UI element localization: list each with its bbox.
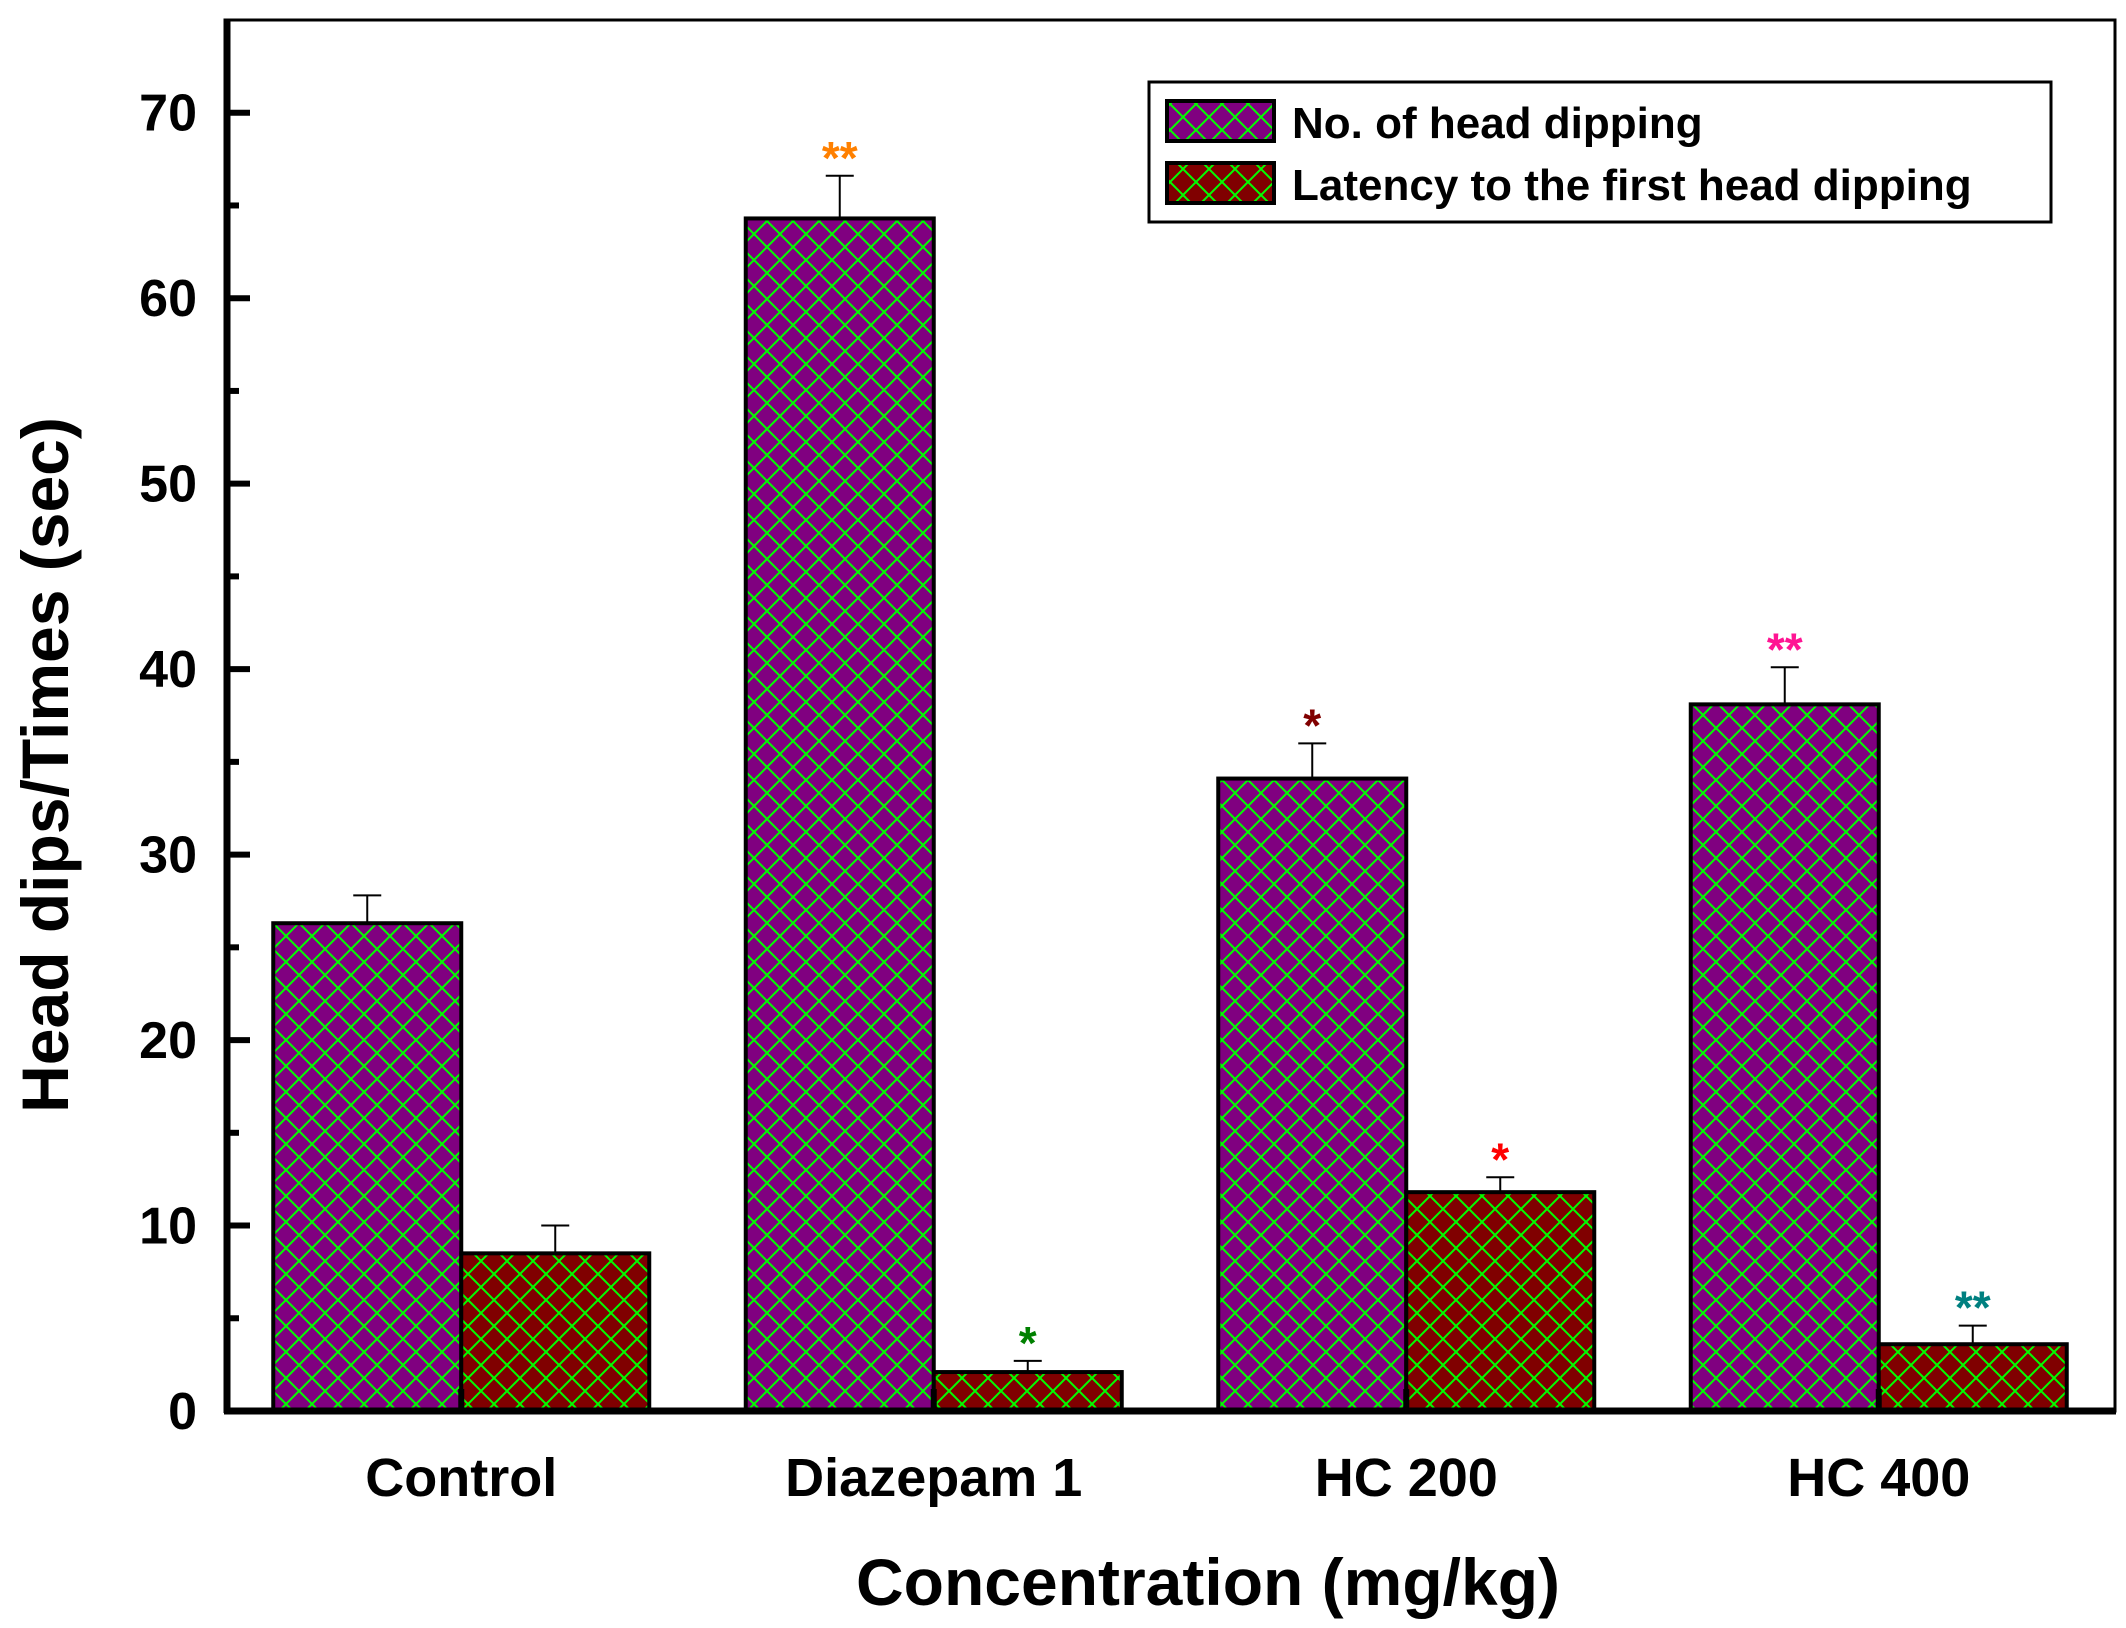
x-axis-title: Concentration (mg/kg): [856, 1545, 1560, 1619]
significance-marker: **: [1955, 1282, 1991, 1334]
significance-marker: **: [1767, 623, 1803, 675]
y-tick-label: 30: [139, 827, 197, 885]
y-tick-label: 70: [139, 85, 197, 143]
legend-swatch-latency: [1165, 161, 1276, 205]
y-axis-title: Head dips/Times (sec): [8, 417, 82, 1113]
x-tick-label: HC 200: [1315, 1448, 1498, 1508]
significance-marker: *: [1303, 699, 1321, 751]
significance-marker: *: [1019, 1317, 1037, 1369]
bars-layer: *********: [271, 132, 2069, 1414]
legend-label-latency: Latency to the first head dipping: [1292, 161, 1972, 210]
bar-latency: [459, 1251, 652, 1414]
legend-label-head-dipping: No. of head dipping: [1292, 99, 1703, 148]
y-ticks: 0 10 20 30 40 50 60 70: [139, 85, 250, 1441]
y-tick-label: 10: [139, 1198, 197, 1256]
bar-head-dipping: [271, 921, 464, 1413]
y-tick-label: 20: [139, 1012, 197, 1070]
bar-latency: [1876, 1342, 2069, 1414]
x-tick-label: HC 400: [1787, 1448, 1970, 1508]
bar-head-dipping: [743, 216, 936, 1413]
y-tick-label: 50: [139, 456, 197, 514]
legend: No. of head dipping Latency to the first…: [1147, 80, 2053, 224]
legend-swatch-head-dipping: [1165, 99, 1276, 143]
bar-head-dipping: [1688, 702, 1881, 1413]
bar-latency: [1404, 1190, 1597, 1413]
y-tick-label: 60: [139, 270, 197, 328]
significance-marker: **: [822, 132, 858, 184]
bar-latency: [931, 1370, 1124, 1414]
x-ticks: Control Diazepam 1 HC 200 HC 400: [365, 1389, 1970, 1508]
x-tick-label: Control: [365, 1448, 557, 1508]
y-tick-label: 0: [168, 1383, 197, 1441]
bar-head-dipping: [1216, 776, 1409, 1413]
legend-box: [1147, 80, 2053, 224]
significance-marker: *: [1491, 1133, 1509, 1185]
x-tick-label: Diazepam 1: [785, 1448, 1082, 1508]
y-tick-label: 40: [139, 641, 197, 699]
